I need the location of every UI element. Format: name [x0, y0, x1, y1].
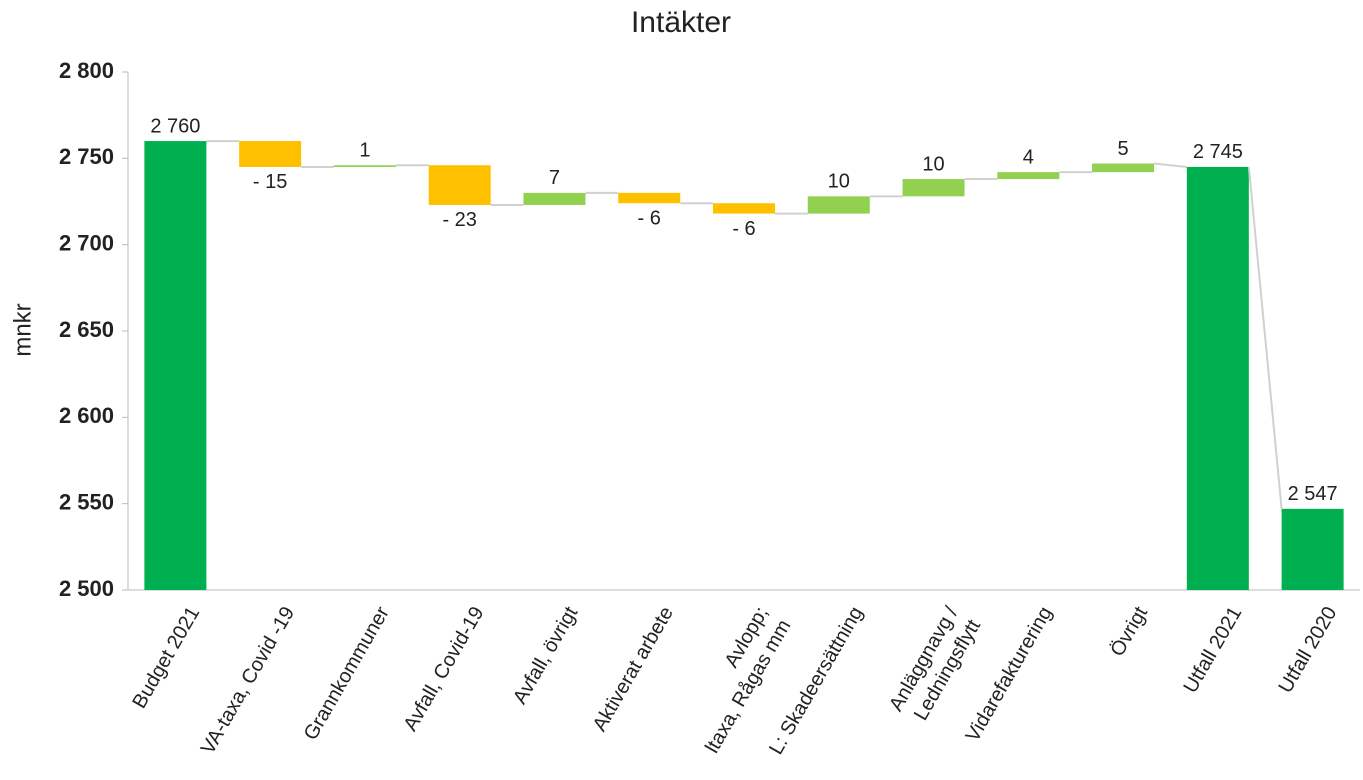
value-label: - 6 [638, 208, 661, 230]
bar [902, 179, 965, 197]
y-tick-label: 2 500 [59, 576, 114, 601]
bar [1186, 166, 1249, 590]
value-label: 2 745 [1193, 141, 1243, 163]
value-label: 10 [922, 153, 944, 175]
bar [1281, 508, 1344, 590]
connector [1247, 166, 1283, 509]
bar [523, 192, 586, 205]
y-axis-label: mnkr [9, 303, 36, 356]
y-tick-label: 2 700 [59, 230, 114, 255]
y-tick-label: 2 550 [59, 489, 114, 514]
value-label: - 23 [442, 209, 476, 231]
bar [618, 192, 681, 204]
bar [713, 203, 775, 214]
value-label: 4 [1023, 146, 1034, 168]
bar [428, 165, 491, 205]
value-label: 5 [1118, 138, 1129, 160]
y-tick-label: 2 650 [59, 317, 114, 342]
value-label: 7 [549, 167, 560, 189]
bar [144, 141, 207, 591]
bar [239, 141, 302, 167]
chart-title: Intäkter [631, 6, 731, 39]
connector [1153, 162, 1187, 168]
y-tick-label: 2 750 [59, 144, 114, 169]
y-tick-label: 2 600 [59, 403, 114, 428]
value-label: 2 547 [1288, 483, 1338, 505]
bar [1092, 163, 1155, 173]
value-label: 10 [828, 171, 850, 193]
value-label: - 6 [732, 218, 755, 240]
bar [807, 196, 870, 214]
y-tick-label: 2 800 [59, 58, 114, 83]
value-label: 2 760 [150, 115, 200, 137]
bar [333, 165, 396, 167]
value-label: - 15 [253, 171, 287, 193]
value-label: 1 [359, 140, 370, 162]
bar [997, 172, 1060, 180]
